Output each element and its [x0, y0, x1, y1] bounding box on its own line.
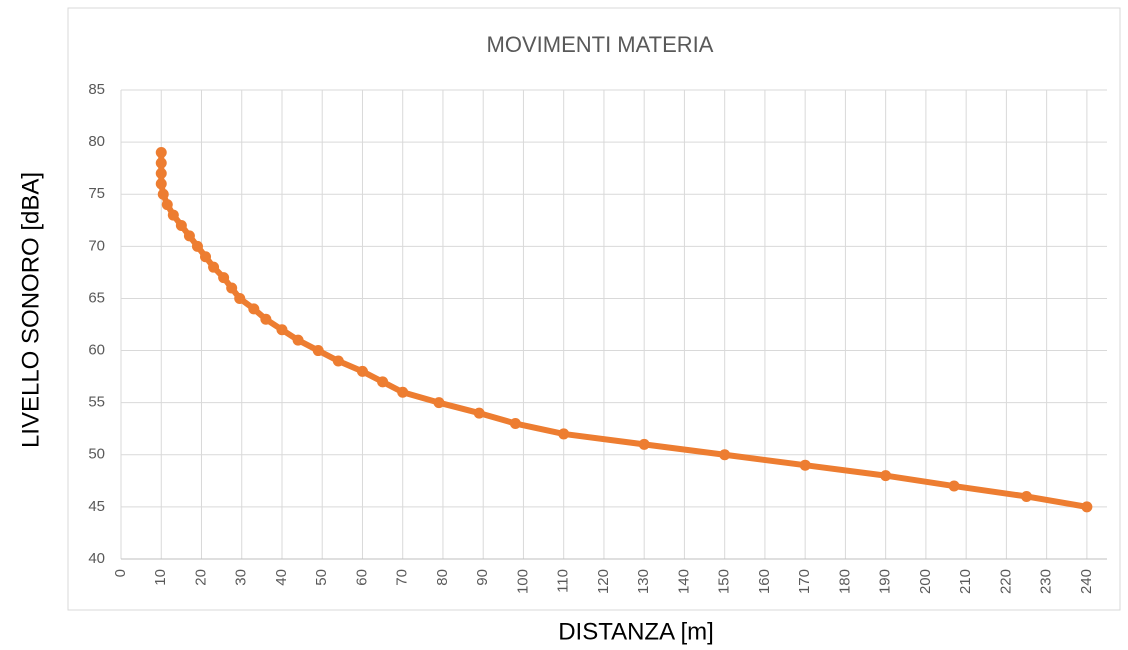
y-tick-label: 70	[88, 237, 105, 254]
y-tick-label: 75	[88, 185, 105, 202]
data-point	[155, 147, 167, 159]
x-tick-label: 170	[796, 569, 813, 594]
data-point	[248, 303, 260, 315]
x-tick-label: 110	[555, 569, 572, 593]
data-point	[191, 240, 203, 252]
x-tick-label: 20	[192, 569, 209, 586]
x-tick-label: 0	[112, 569, 129, 577]
data-point	[208, 261, 220, 273]
x-tick-label: 220	[997, 569, 1014, 594]
data-point	[183, 230, 195, 242]
x-tick-label: 130	[635, 569, 652, 594]
data-point	[161, 199, 173, 211]
x-tick-label: 160	[756, 569, 773, 594]
y-axis-label: LIVELLO SONORO [dBA]	[17, 172, 44, 448]
data-point	[157, 188, 169, 200]
data-point	[175, 219, 187, 231]
data-point	[433, 397, 445, 409]
data-point	[377, 376, 389, 388]
x-tick-label: 30	[233, 569, 250, 586]
data-point	[558, 428, 570, 440]
data-point	[276, 324, 288, 336]
data-point	[312, 345, 324, 357]
data-point	[638, 438, 650, 450]
x-axis-label: DISTANZA [m]	[558, 618, 714, 645]
x-tick-label: 140	[675, 569, 692, 594]
data-point	[218, 272, 230, 284]
data-point	[473, 407, 485, 419]
data-point	[260, 313, 272, 325]
data-point	[948, 480, 960, 492]
x-tick-label: 10	[152, 569, 169, 586]
y-tick-label: 60	[88, 342, 105, 359]
data-point	[155, 157, 167, 169]
y-tick-label: 65	[88, 289, 105, 306]
data-point	[1081, 501, 1093, 513]
x-tick-label: 80	[434, 569, 451, 586]
data-point	[226, 282, 238, 294]
data-point	[799, 459, 811, 471]
y-tick-label: 55	[88, 394, 105, 411]
data-point	[509, 418, 521, 430]
x-tick-label: 70	[394, 569, 411, 586]
x-tick-label: 190	[877, 569, 894, 594]
data-point	[292, 334, 304, 346]
x-tick-label: 60	[353, 569, 370, 586]
x-tick-label: 100	[514, 569, 531, 594]
data-point	[155, 167, 167, 179]
y-tick-label: 45	[88, 498, 105, 515]
x-tick-label: 150	[716, 569, 733, 594]
x-tick-label: 210	[957, 569, 974, 594]
x-tick-label: 120	[595, 569, 612, 594]
x-tick-label: 180	[836, 569, 853, 594]
chart-border	[67, 7, 1121, 611]
x-tick-label: 40	[273, 569, 290, 586]
x-tick-label: 90	[474, 569, 491, 586]
data-point	[200, 251, 212, 263]
data-point	[332, 355, 344, 367]
data-point	[356, 365, 368, 377]
chart-title: MOVIMENTI MATERIA	[487, 32, 714, 57]
data-point	[719, 449, 731, 461]
data-point	[167, 209, 179, 221]
x-tick-label: 230	[1038, 569, 1055, 594]
data-point	[155, 178, 167, 190]
x-tick-label: 200	[917, 569, 934, 594]
data-point	[397, 386, 409, 398]
data-point	[1021, 490, 1033, 502]
y-tick-label: 50	[88, 446, 105, 463]
y-tick-label: 85	[88, 81, 105, 98]
data-point	[234, 292, 246, 304]
y-tick-label: 40	[88, 550, 105, 567]
x-tick-label: 240	[1078, 569, 1095, 594]
x-tick-label: 50	[313, 569, 330, 586]
y-tick-label: 80	[88, 133, 105, 150]
data-point	[880, 470, 892, 482]
